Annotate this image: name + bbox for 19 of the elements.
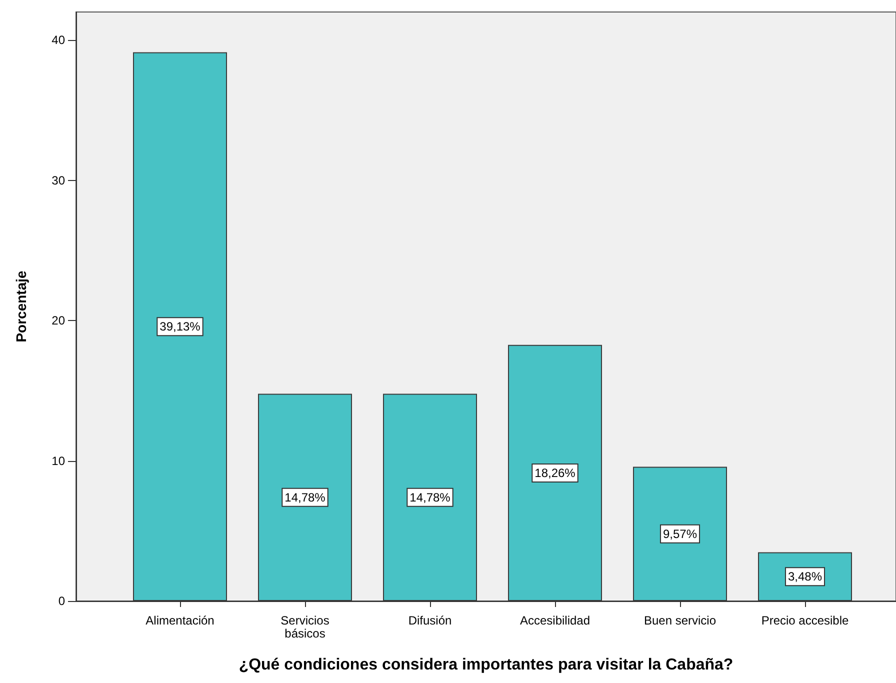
data-label: 39,13%: [160, 320, 201, 334]
y-axis-title: Porcentaje: [13, 270, 29, 342]
x-tick-label: Servicios básicos: [280, 614, 330, 640]
x-tick-label: Alimentación: [146, 614, 214, 628]
data-label: 14,78%: [410, 490, 451, 504]
y-tick-label: 40: [52, 33, 66, 48]
x-axis-title: ¿Qué condiciones considera importantes para visitar la Cabaña?: [238, 656, 734, 674]
data-label: 14,78%: [284, 490, 326, 504]
data-label: 9,57%: [662, 526, 698, 541]
x-tick-label: Accesibilidad: [520, 614, 590, 628]
y-tick-label: 0: [58, 594, 66, 608]
y-tick-label: 10: [52, 454, 66, 468]
x-tick-label: Precio accesible: [761, 614, 850, 628]
data-label: 3,48%: [788, 570, 822, 584]
y-tick-label: 20: [52, 314, 66, 328]
data-label: 18,26%: [534, 466, 576, 480]
x-tick-label: Difusión: [408, 614, 452, 628]
y-tick-label: 30: [52, 173, 66, 188]
x-tick-label: Buen servicio: [644, 614, 716, 628]
